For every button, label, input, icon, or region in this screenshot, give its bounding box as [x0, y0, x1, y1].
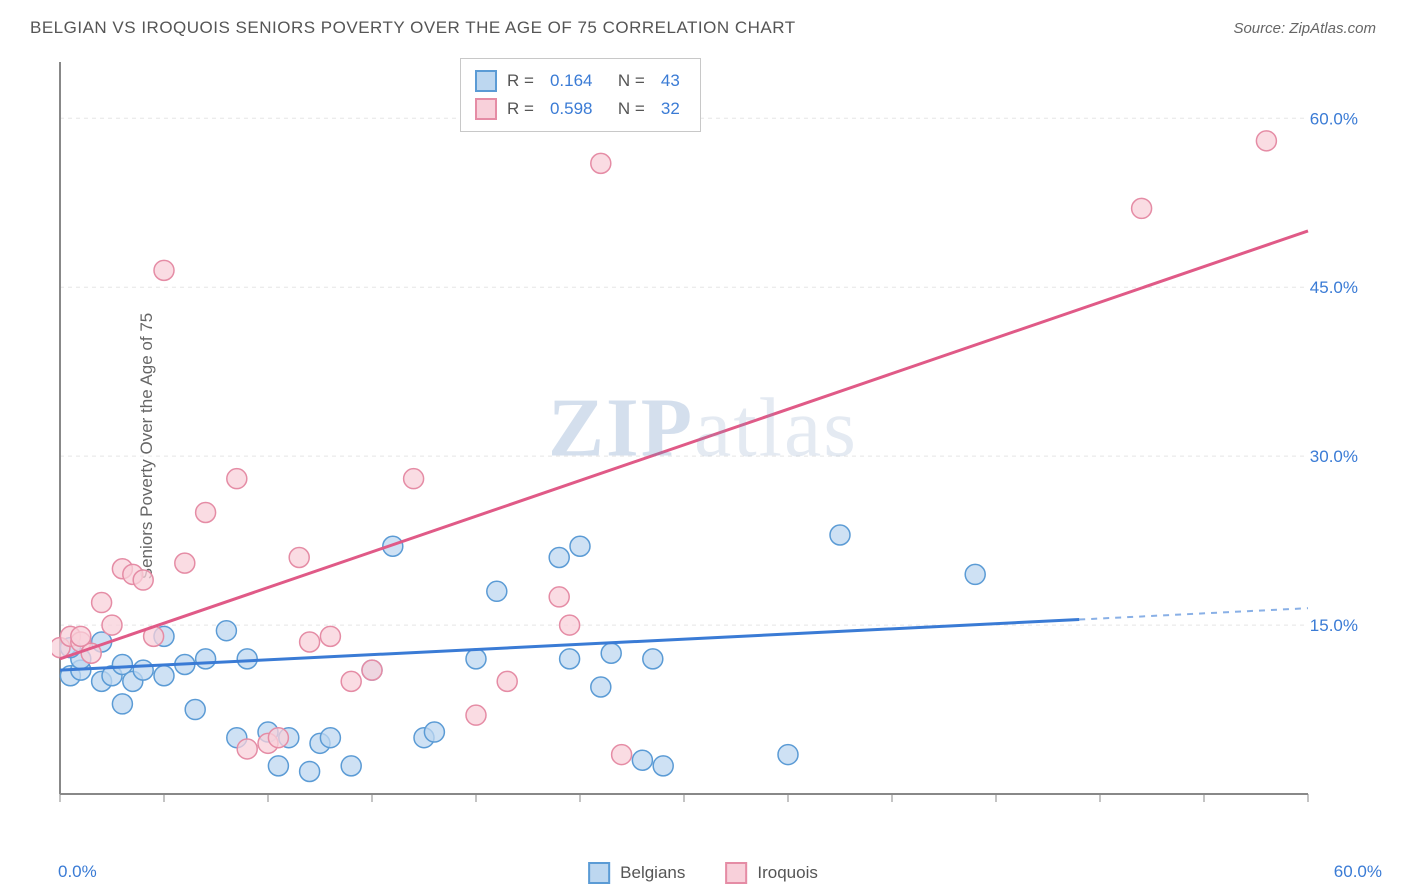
- chart-source: Source: ZipAtlas.com: [1233, 20, 1376, 37]
- stats-row-belgians: R = 0.164 N = 43: [475, 67, 686, 95]
- svg-text:45.0%: 45.0%: [1310, 278, 1358, 297]
- stats-row-iroquois: R = 0.598 N = 32: [475, 95, 686, 123]
- correlation-stats-box: R = 0.164 N = 43 R = 0.598 N = 32: [460, 58, 701, 132]
- x-axis-labels: 0.0% 60.0%: [58, 862, 1382, 882]
- x-max-label: 60.0%: [1334, 862, 1382, 882]
- r-value-belgians: 0.164: [550, 67, 593, 95]
- svg-text:15.0%: 15.0%: [1310, 616, 1358, 635]
- svg-text:30.0%: 30.0%: [1310, 447, 1358, 466]
- n-value-iroquois: 32: [661, 95, 680, 123]
- svg-text:60.0%: 60.0%: [1310, 109, 1358, 128]
- swatch-iroquois: [475, 98, 497, 120]
- r-value-iroquois: 0.598: [550, 95, 593, 123]
- x-min-label: 0.0%: [58, 862, 97, 882]
- chart-title: BELGIAN VS IROQUOIS SENIORS POVERTY OVER…: [30, 18, 796, 38]
- swatch-belgians: [475, 70, 497, 92]
- n-value-belgians: 43: [661, 67, 680, 95]
- scatter-chart-svg: 15.0% 30.0% 45.0% 60.0%: [52, 54, 1388, 838]
- chart-area: 15.0% 30.0% 45.0% 60.0%: [52, 54, 1372, 838]
- chart-header: BELGIAN VS IROQUOIS SENIORS POVERTY OVER…: [0, 0, 1406, 50]
